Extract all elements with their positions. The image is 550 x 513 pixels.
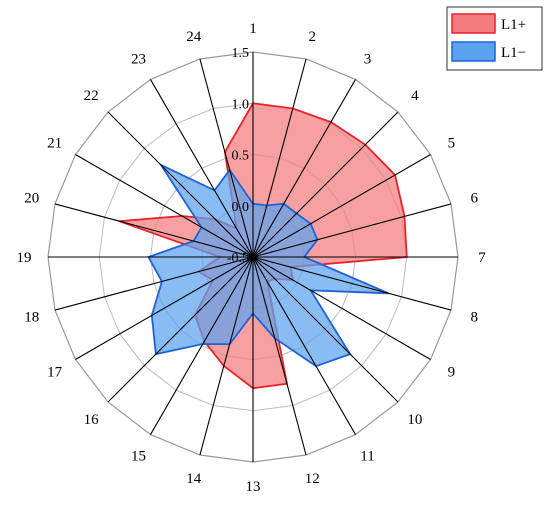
category-label-3: 3 (364, 52, 372, 68)
rtick-label: 1.5 (232, 46, 250, 61)
category-label-1: 1 (249, 21, 257, 37)
category-label-19: 19 (17, 250, 32, 266)
category-label-20: 20 (24, 191, 39, 207)
spoke-23 (150, 79, 254, 258)
spoke-17 (75, 256, 254, 360)
spoke-22 (107, 111, 254, 258)
spoke-5 (252, 154, 431, 258)
spoke-14 (199, 256, 254, 456)
category-label-14: 14 (186, 471, 202, 487)
category-label-7: 7 (478, 250, 486, 266)
category-label-5: 5 (448, 136, 456, 152)
spoke-3 (252, 79, 356, 258)
category-label-6: 6 (470, 191, 478, 207)
category-label-2: 2 (309, 29, 317, 45)
spoke-16 (107, 256, 254, 403)
category-label-18: 18 (24, 309, 39, 325)
category-label-16: 16 (84, 412, 100, 428)
rtick-label: 1.0 (232, 97, 250, 112)
spoke-6 (252, 203, 452, 258)
category-label-4: 4 (411, 88, 419, 104)
legend-swatch-l1-plus (451, 13, 496, 34)
spoke-12 (252, 256, 307, 456)
category-label-15: 15 (131, 448, 146, 464)
spoke-8 (252, 256, 452, 311)
category-label-8: 8 (470, 309, 478, 325)
radial-tick-labels: -0.5 0.0 0.5 1.0 1.5 (227, 46, 249, 266)
spoke-9 (252, 256, 431, 360)
category-label-10: 10 (407, 412, 422, 428)
radar-spokes (48, 52, 458, 462)
rtick-label: -0.5 (227, 251, 249, 266)
spoke-11 (252, 256, 356, 435)
legend-swatch-l1-minus (451, 41, 496, 62)
category-label-13: 13 (246, 479, 261, 495)
spoke-2 (252, 58, 307, 258)
category-label-12: 12 (305, 471, 320, 487)
category-label-11: 11 (360, 448, 374, 464)
spoke-15 (150, 256, 254, 435)
category-label-17: 17 (47, 365, 63, 381)
category-label-23: 23 (131, 52, 146, 68)
spoke-21 (75, 154, 254, 258)
spoke-4 (252, 111, 399, 258)
spoke-18 (54, 256, 254, 311)
category-label-22: 22 (84, 88, 99, 104)
rtick-label: 0.0 (232, 200, 250, 215)
legend-label-l1-plus: L1+ (501, 17, 526, 33)
legend: L1+ L1− (446, 6, 543, 71)
category-label-24: 24 (186, 29, 202, 45)
spoke-10 (252, 256, 399, 403)
category-label-21: 21 (47, 136, 62, 152)
category-label-9: 9 (448, 365, 456, 381)
spoke-24 (199, 58, 254, 258)
rtick-label: 0.5 (232, 149, 250, 164)
legend-label-l1-minus: L1− (501, 45, 526, 61)
spoke-20 (54, 203, 254, 258)
